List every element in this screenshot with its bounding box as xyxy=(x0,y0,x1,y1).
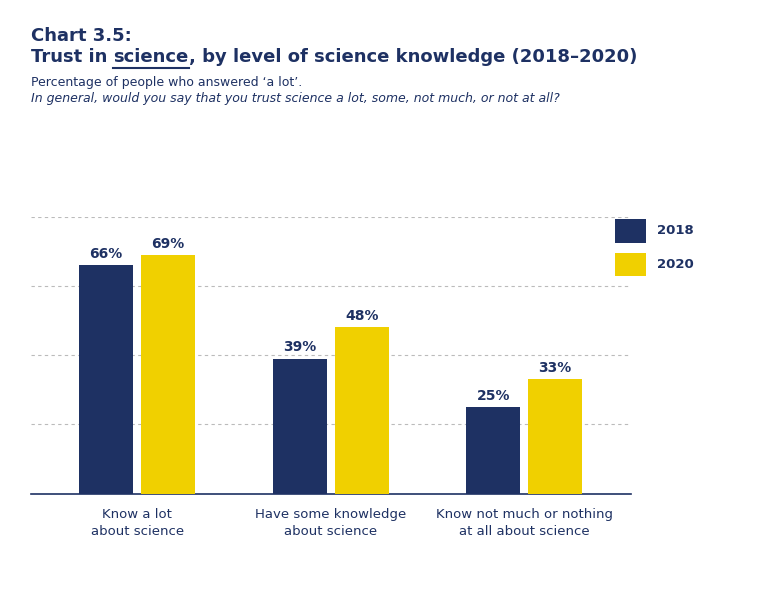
Text: 39%: 39% xyxy=(283,341,316,355)
Bar xyxy=(335,327,388,494)
Text: science: science xyxy=(113,48,188,66)
Text: 25%: 25% xyxy=(477,389,510,403)
Bar xyxy=(528,379,582,494)
Text: 66%: 66% xyxy=(90,247,123,261)
FancyBboxPatch shape xyxy=(615,219,646,243)
Bar xyxy=(79,265,133,494)
Text: 48%: 48% xyxy=(345,309,378,323)
Bar xyxy=(466,407,521,494)
Text: 33%: 33% xyxy=(538,361,571,375)
Bar xyxy=(273,359,327,494)
Text: 2020: 2020 xyxy=(657,258,694,271)
Text: Trust in: Trust in xyxy=(31,48,113,66)
Text: , by level of science knowledge (2018–2020): , by level of science knowledge (2018–20… xyxy=(188,48,637,66)
Text: 2018: 2018 xyxy=(657,225,694,237)
Bar xyxy=(141,255,195,494)
Text: wellcome: wellcome xyxy=(642,564,692,574)
Text: In general, would you say that you trust science a lot, some, not much, or not a: In general, would you say that you trust… xyxy=(31,92,560,105)
Text: Percentage of people who answered ‘a lot’.: Percentage of people who answered ‘a lot… xyxy=(31,76,302,90)
Text: Chart 3.5:: Chart 3.5: xyxy=(31,27,131,45)
Text: W: W xyxy=(651,526,683,553)
FancyBboxPatch shape xyxy=(615,253,646,276)
Text: 69%: 69% xyxy=(151,237,185,250)
